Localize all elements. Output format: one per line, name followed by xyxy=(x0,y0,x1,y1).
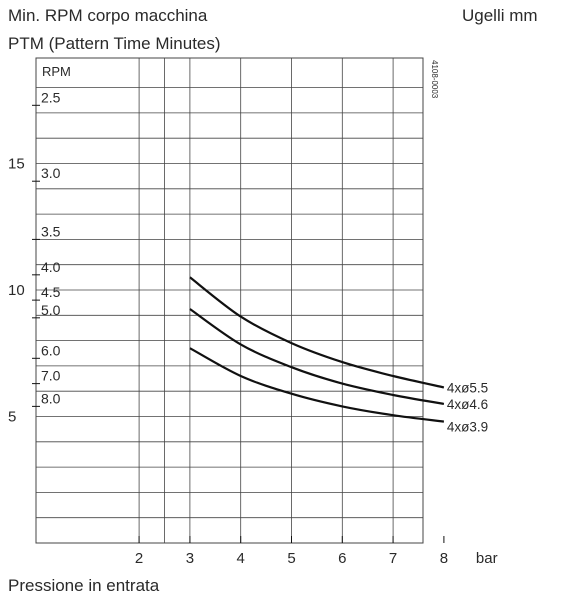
series-label: 4xø4.6 xyxy=(447,397,488,412)
series-label: 4xø3.9 xyxy=(447,420,488,435)
x-tick-label: 5 xyxy=(287,550,295,567)
series-line xyxy=(189,308,445,405)
chart-title: Min. RPM corpo macchina xyxy=(8,6,208,25)
rpm-tick-label: 15 xyxy=(8,156,25,173)
axis-labels: 2 3 4 5 6 7 8 bar RPM 5 10 15 2.5 3.0 3.5 4.0 4.5 5.0 6.0 7… xyxy=(8,60,498,567)
x-tick-label: 2 xyxy=(135,550,143,567)
x-tick-label: 7 xyxy=(389,550,397,567)
grid xyxy=(32,57,445,544)
series-lines xyxy=(189,276,445,423)
series-line xyxy=(189,276,445,389)
ptm-tick-label: 6.0 xyxy=(41,342,61,358)
ptm-tick-label: 5.0 xyxy=(41,302,61,318)
ptm-tick-label: 7.0 xyxy=(41,368,61,384)
ptm-tick-label: 4.5 xyxy=(41,284,61,300)
chart-subtitle: PTM (Pattern Time Minutes) xyxy=(8,34,221,53)
ptm-tick-label: 3.0 xyxy=(41,165,61,181)
x-tick-label: 8 xyxy=(440,550,448,567)
rpm-axis-label: RPM xyxy=(42,64,71,79)
ptm-tick-label: 8.0 xyxy=(41,390,61,406)
x-tick-label: 4 xyxy=(237,550,245,567)
legend-title: Ugelli mm xyxy=(462,6,538,25)
ptm-tick-label: 4.0 xyxy=(41,259,61,275)
x-unit-label: bar xyxy=(476,550,498,567)
plot-frame xyxy=(35,57,424,544)
x-axis-title: Pressione in entrata xyxy=(8,576,160,595)
rpm-tick-label: 5 xyxy=(8,409,16,426)
rpm-tick-label: 10 xyxy=(8,282,25,299)
figure-code: 4108-0003 xyxy=(430,60,439,99)
ptm-tick-label: 2.5 xyxy=(41,89,61,105)
series-line xyxy=(189,347,445,423)
x-tick-label: 6 xyxy=(338,550,346,567)
ptm-tick-label: 3.5 xyxy=(41,223,61,239)
x-tick-label: 3 xyxy=(186,550,194,567)
series-label: 4xø5.5 xyxy=(447,380,488,395)
